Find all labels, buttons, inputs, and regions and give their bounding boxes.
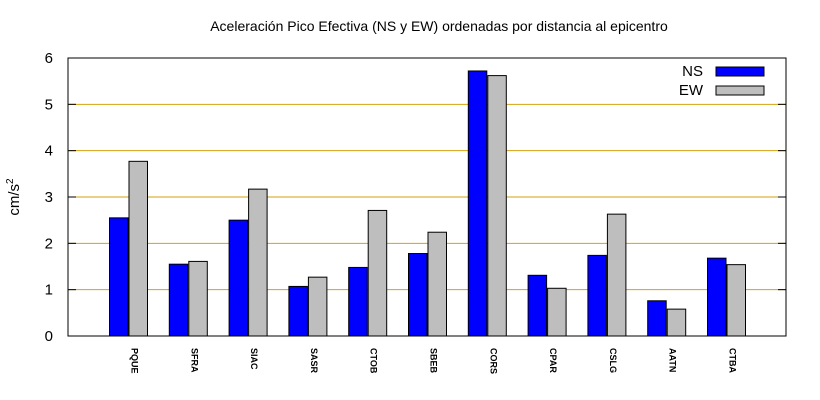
bar-ew-pque bbox=[128, 160, 148, 337]
bar-ns-cors bbox=[467, 70, 488, 337]
y-tick-label: 6 bbox=[45, 50, 53, 67]
y-axis-label: cm/s2 bbox=[5, 178, 23, 216]
legend: NS EW bbox=[679, 63, 765, 99]
legend-swatch-ns bbox=[715, 66, 765, 77]
chart-title: Aceleración Pico Efectiva (NS y EW) orde… bbox=[210, 18, 668, 34]
bar-ns-ctob bbox=[348, 266, 368, 337]
y-tick-label: 1 bbox=[45, 282, 53, 299]
bar-ns-aatn bbox=[647, 300, 667, 337]
bar-ew-sasr bbox=[307, 276, 328, 337]
y-tick-label: 0 bbox=[45, 328, 53, 345]
bar-ns-cslg bbox=[587, 254, 607, 337]
x-tick-label-pque: PQUE bbox=[130, 348, 140, 374]
y-tick-label: 2 bbox=[45, 235, 53, 252]
bar-ew-aatn bbox=[666, 308, 687, 337]
bar-ns-siac bbox=[228, 219, 249, 337]
x-tick-label-aatn: AATN bbox=[668, 348, 678, 372]
bar-ns-cpar bbox=[527, 274, 548, 337]
bar-ns-sasr bbox=[288, 285, 308, 337]
x-tick-label-cors: CORS bbox=[488, 348, 498, 374]
bar-ew-ctba bbox=[726, 264, 746, 337]
x-tick-label-siac: SIAC bbox=[249, 348, 259, 370]
y-axis-label-unit: cm/s bbox=[6, 184, 23, 216]
bar-ew-cslg bbox=[606, 213, 627, 337]
y-axis-label-exponent: 2 bbox=[5, 178, 16, 184]
bars bbox=[109, 70, 746, 337]
legend-label-ns: NS bbox=[682, 63, 703, 80]
legend-swatch-ew bbox=[715, 85, 765, 96]
bar-ns-sfra bbox=[168, 263, 189, 337]
x-tick-label-ctba: CTBA bbox=[728, 348, 738, 373]
x-tick-label-sbeb: SBEB bbox=[429, 348, 439, 374]
plot-border bbox=[67, 57, 787, 337]
x-tick-label-cslg: CSLG bbox=[608, 348, 618, 373]
bar-ew-cors bbox=[487, 75, 507, 337]
bar-ns-sbeb bbox=[408, 253, 428, 337]
gridlines bbox=[68, 103, 786, 291]
bar-ew-siac bbox=[248, 188, 268, 337]
x-tick-label-ctob: CTOB bbox=[369, 348, 379, 374]
legend-label-ew: EW bbox=[679, 82, 704, 99]
bar-ns-ctba bbox=[707, 257, 727, 337]
bar-ew-ctob bbox=[367, 209, 388, 337]
bar-ew-sbeb bbox=[427, 231, 447, 337]
bar-ew-cpar bbox=[547, 287, 567, 337]
axes: 0 1 2 3 4 5 6 PQUE SFRA SIAC SASR CTOB SBEB CORS CPAR C… bbox=[45, 50, 787, 374]
y-tick-label: 3 bbox=[45, 189, 53, 206]
bar-ns-pque bbox=[109, 217, 129, 337]
x-tick-label-sfra: SFRA bbox=[189, 348, 199, 373]
x-tick-label-cpar: CPAR bbox=[548, 348, 558, 373]
bar-ew-sfra bbox=[188, 260, 208, 337]
x-tick-label-sasr: SASR bbox=[309, 348, 319, 374]
y-tick-label: 5 bbox=[45, 96, 53, 113]
y-tick-label: 4 bbox=[45, 143, 53, 160]
